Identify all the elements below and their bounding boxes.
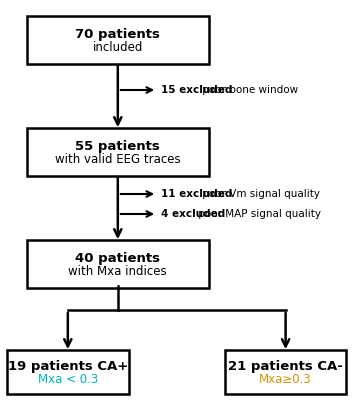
Text: 21 patients CA-: 21 patients CA-	[228, 360, 343, 373]
FancyBboxPatch shape	[225, 350, 346, 394]
Text: 40 patients: 40 patients	[75, 252, 160, 265]
Text: with valid EEG traces: with valid EEG traces	[55, 154, 181, 166]
Text: with Mxa indices: with Mxa indices	[69, 266, 167, 278]
Text: Mxa < 0.3: Mxa < 0.3	[38, 373, 98, 386]
Text: poor bone window: poor bone window	[199, 85, 298, 95]
Text: 55 patients: 55 patients	[75, 140, 160, 153]
Text: 4 excluded: 4 excluded	[161, 209, 225, 219]
Text: poor MAP signal quality: poor MAP signal quality	[196, 209, 321, 219]
Text: 70 patients: 70 patients	[75, 28, 160, 41]
Text: 15 excluded: 15 excluded	[161, 85, 232, 95]
FancyBboxPatch shape	[27, 128, 209, 176]
FancyBboxPatch shape	[7, 350, 129, 394]
FancyBboxPatch shape	[27, 16, 209, 64]
Text: 11 excluded: 11 excluded	[161, 189, 232, 199]
Text: Mxa≥0.3: Mxa≥0.3	[259, 373, 312, 386]
FancyBboxPatch shape	[27, 240, 209, 288]
Text: included: included	[92, 42, 143, 54]
Text: 19 patients CA+: 19 patients CA+	[8, 360, 128, 373]
Text: poor Vm signal quality: poor Vm signal quality	[199, 189, 320, 199]
